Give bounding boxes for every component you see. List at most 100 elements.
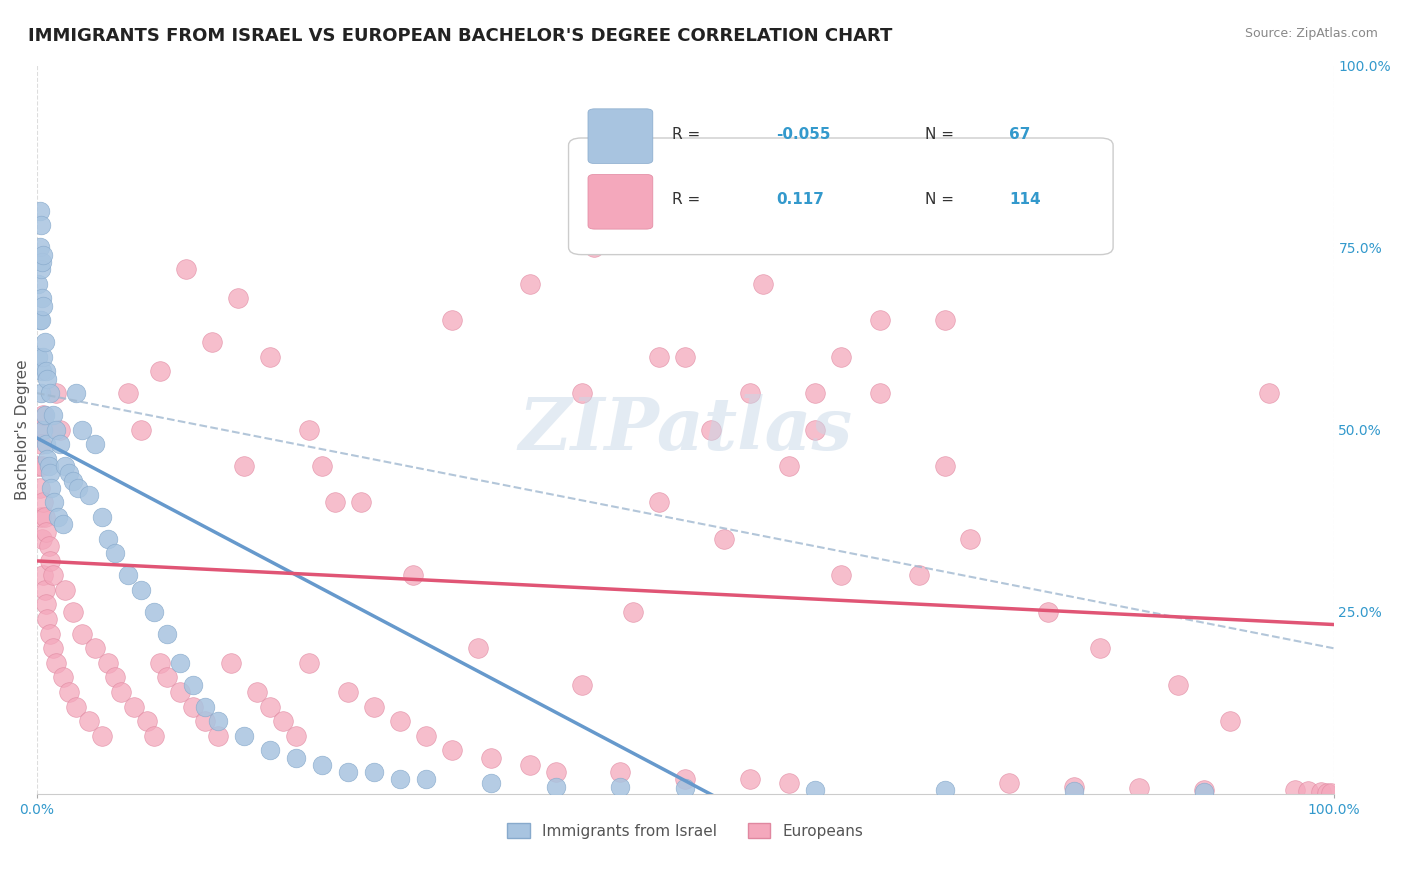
Europeans — [174, 262, 197, 277]
Europeans — [41, 641, 63, 656]
Immigrants from Israel — [58, 467, 80, 481]
Immigrants from Israel — [37, 371, 59, 385]
Europeans — [72, 626, 94, 640]
Immigrants from Israel — [67, 481, 90, 495]
Europeans — [271, 714, 294, 728]
Immigrants from Israel — [45, 423, 67, 437]
Immigrants from Israel — [479, 776, 502, 790]
Europeans — [1257, 386, 1279, 401]
Immigrants from Israel — [1063, 784, 1085, 798]
Europeans — [35, 524, 58, 539]
Immigrants from Israel — [934, 783, 956, 797]
Immigrants from Israel — [39, 481, 62, 495]
Europeans — [479, 750, 502, 764]
Immigrants from Israel — [363, 765, 385, 780]
Europeans — [1320, 786, 1343, 800]
Europeans — [207, 729, 229, 743]
Text: N =: N = — [925, 127, 959, 142]
Europeans — [221, 656, 243, 670]
Europeans — [181, 699, 204, 714]
Immigrants from Israel — [388, 772, 411, 787]
Immigrants from Israel — [129, 582, 152, 597]
Immigrants from Israel — [41, 408, 63, 422]
Immigrants from Israel — [181, 678, 204, 692]
Immigrants from Israel — [52, 517, 75, 532]
Immigrants from Israel — [34, 408, 56, 422]
Europeans — [30, 437, 52, 451]
Europeans — [298, 423, 321, 437]
Europeans — [1316, 786, 1339, 800]
Europeans — [246, 685, 269, 699]
Y-axis label: Bachelor's Degree: Bachelor's Degree — [15, 359, 30, 500]
Europeans — [37, 612, 59, 626]
Immigrants from Israel — [117, 568, 139, 582]
Europeans — [1063, 780, 1085, 794]
Immigrants from Israel — [155, 626, 177, 640]
Immigrants from Israel — [311, 757, 333, 772]
Europeans — [778, 776, 800, 790]
FancyBboxPatch shape — [588, 109, 652, 163]
Immigrants from Israel — [609, 780, 631, 794]
Europeans — [31, 458, 53, 473]
Europeans — [34, 582, 56, 597]
Europeans — [58, 685, 80, 699]
Europeans — [402, 568, 425, 582]
Europeans — [30, 510, 52, 524]
Europeans — [194, 714, 217, 728]
Europeans — [41, 568, 63, 582]
Immigrants from Israel — [97, 532, 120, 546]
Europeans — [35, 598, 58, 612]
Europeans — [804, 423, 827, 437]
Europeans — [110, 685, 132, 699]
Europeans — [285, 729, 308, 743]
Europeans — [1309, 785, 1331, 799]
Immigrants from Israel — [49, 437, 72, 451]
Europeans — [998, 776, 1021, 790]
Europeans — [49, 423, 72, 437]
Europeans — [155, 670, 177, 684]
Europeans — [136, 714, 159, 728]
Immigrants from Israel — [673, 781, 696, 796]
Europeans — [519, 277, 541, 291]
Immigrants from Israel — [194, 699, 217, 714]
Europeans — [583, 240, 606, 254]
Europeans — [350, 495, 373, 509]
Text: Source: ZipAtlas.com: Source: ZipAtlas.com — [1244, 27, 1378, 40]
Immigrants from Israel — [27, 277, 49, 291]
Immigrants from Israel — [77, 488, 100, 502]
Europeans — [149, 656, 172, 670]
Europeans — [122, 699, 145, 714]
Europeans — [1284, 783, 1306, 797]
Europeans — [1192, 782, 1215, 797]
Europeans — [869, 313, 891, 327]
Immigrants from Israel — [38, 386, 60, 401]
Immigrants from Israel — [38, 458, 60, 473]
Europeans — [648, 350, 671, 364]
Legend: Immigrants from Israel, Europeans: Immigrants from Israel, Europeans — [501, 816, 870, 845]
Europeans — [673, 350, 696, 364]
Europeans — [830, 568, 852, 582]
Immigrants from Israel — [28, 240, 51, 254]
Immigrants from Israel — [31, 255, 53, 269]
Europeans — [62, 605, 84, 619]
Europeans — [129, 423, 152, 437]
Immigrants from Israel — [30, 313, 52, 327]
Europeans — [32, 495, 55, 509]
Europeans — [621, 605, 644, 619]
Immigrants from Israel — [233, 729, 256, 743]
Text: N =: N = — [925, 193, 959, 208]
Text: R =: R = — [672, 193, 706, 208]
Europeans — [28, 481, 51, 495]
Europeans — [149, 364, 172, 378]
Immigrants from Israel — [285, 750, 308, 764]
Immigrants from Israel — [169, 656, 191, 670]
FancyBboxPatch shape — [588, 175, 652, 229]
Immigrants from Israel — [38, 467, 60, 481]
Europeans — [752, 277, 775, 291]
Immigrants from Israel — [42, 495, 65, 509]
Europeans — [869, 386, 891, 401]
Europeans — [323, 495, 346, 509]
Europeans — [673, 772, 696, 787]
Immigrants from Israel — [544, 780, 567, 794]
Immigrants from Israel — [207, 714, 229, 728]
